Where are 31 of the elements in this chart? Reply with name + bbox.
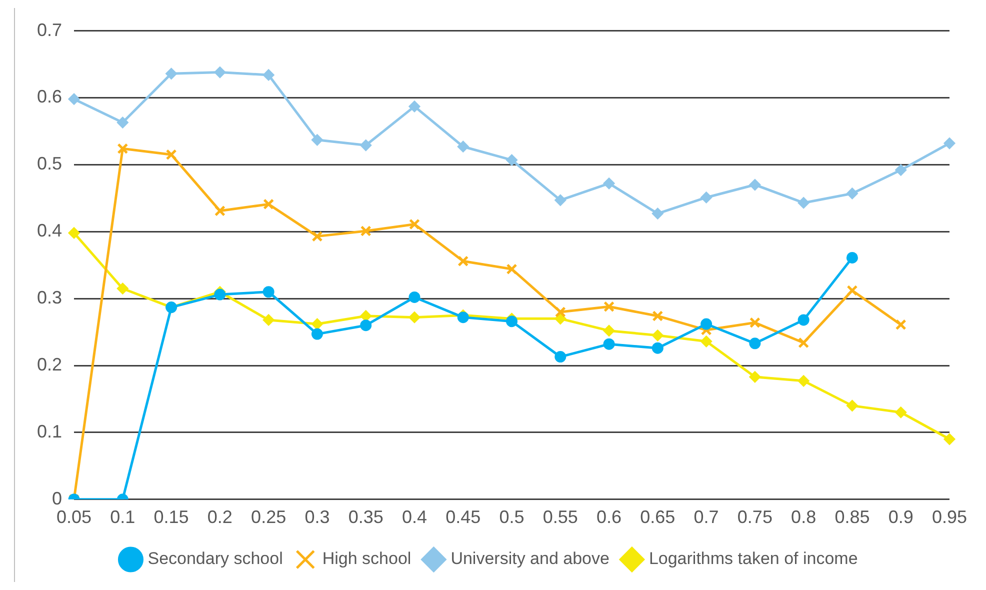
legend-label: University and above [450,549,610,568]
x-tick-label: 0.4 [402,507,427,528]
x-tick-label: 0.05 [56,507,92,528]
x-tick-label: 0.6 [596,507,622,528]
y-tick-label: 0.1 [36,421,62,442]
x-tick-label: 0.55 [542,507,578,528]
x-tick-label: 0.35 [348,507,384,528]
x-tick-label: 0.9 [888,507,914,528]
y-tick-label: 0.2 [36,354,62,374]
x-tick-label: 0.25 [251,507,286,528]
y-tick-label: 0.5 [36,154,62,174]
x-tick-label: 0.1 [110,507,136,528]
legend-label: Logarithms taken of income [648,549,858,568]
x-tick-label: 0.45 [446,507,481,528]
legend-label: Secondary school [148,549,283,568]
x-tick-label: 0.7 [694,507,719,528]
y-tick-label: 0.6 [36,86,62,107]
y-tick-label: 0.3 [36,288,62,308]
y-tick-label: 0.7 [36,20,62,40]
legend-label: High school [322,549,412,568]
x-tick-label: 0.65 [640,507,676,528]
x-tick-label: 0.75 [737,507,772,528]
x-tick-label: 0.95 [932,507,968,528]
x-tick-label: 0.85 [834,507,870,528]
x-tick-label: 0.8 [791,507,816,528]
y-tick-label: 0.4 [36,220,62,241]
x-tick-label: 0.3 [304,507,330,528]
y-tick-label: 0 [52,488,62,508]
x-tick-label: 0.15 [154,507,189,528]
x-tick-label: 0.2 [207,507,232,528]
x-tick-label: 0.5 [499,507,524,528]
